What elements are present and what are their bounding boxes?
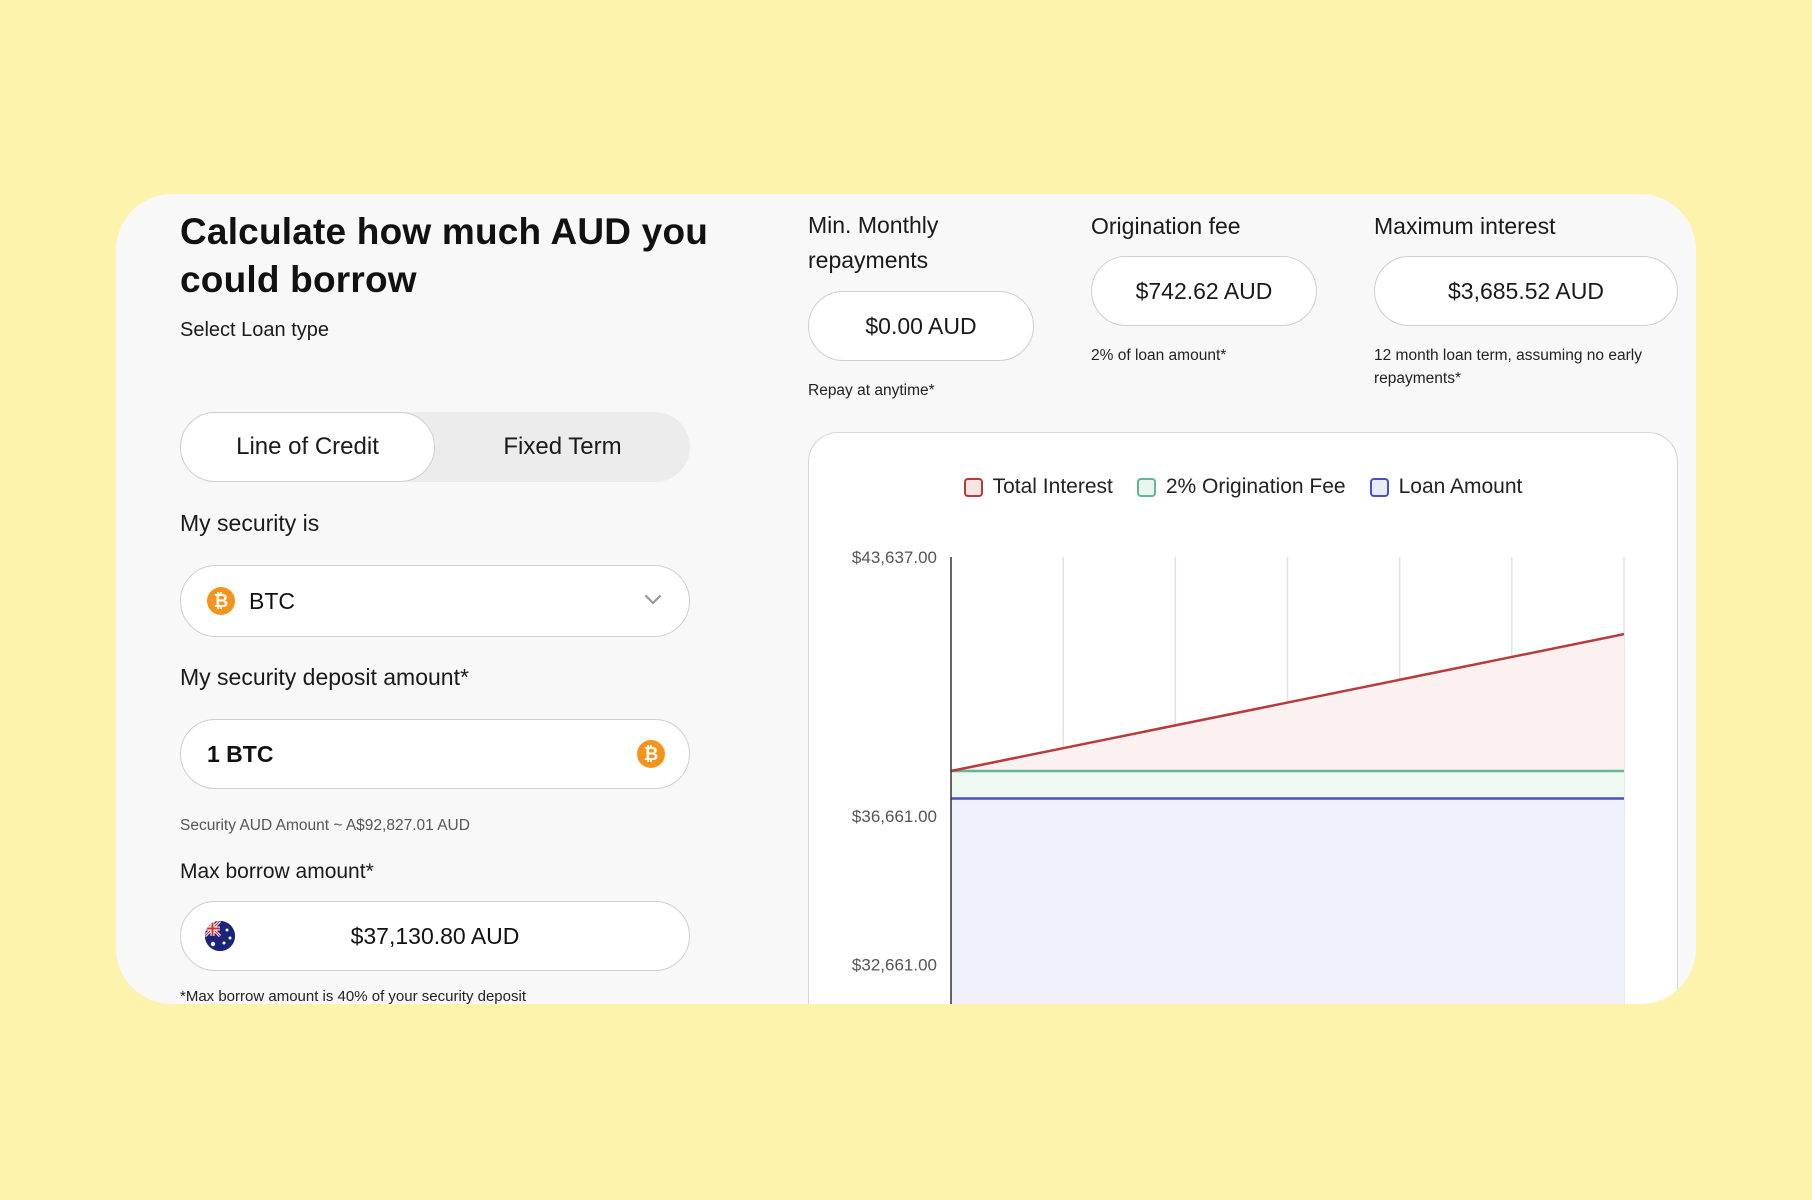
area-total-interest: [951, 634, 1624, 771]
legend-swatch-loan-amount: [1369, 477, 1389, 497]
maximum-interest-note: 12 month loan term, assuming no early re…: [1374, 347, 1642, 387]
max-borrow-value: $37,130.80 AUD: [350, 922, 520, 949]
max-borrow-label: Max borrow amount*: [180, 860, 374, 883]
y-tick-label: $36,661.00: [852, 807, 937, 826]
security-select-value: BTC: [249, 587, 295, 614]
y-tick-label: $43,637.00: [852, 548, 937, 567]
maximum-interest-label: Maximum interest: [1374, 213, 1556, 239]
maximum-interest-value: $3,685.52 AUD: [1374, 256, 1678, 326]
bitcoin-icon: ₿: [207, 587, 235, 615]
tab-fixed-term[interactable]: Fixed Term: [503, 433, 622, 460]
chevron-down-icon: [643, 592, 663, 611]
origination-fee-label: Origination fee: [1091, 213, 1241, 239]
max-borrow-input[interactable]: $37,130.80 AUD: [180, 901, 690, 971]
legend-origination-fee[interactable]: 2% Origination Fee: [1136, 475, 1346, 499]
bitcoin-icon: ₿: [637, 740, 665, 768]
monthly-repayments-value: $0.00 AUD: [808, 291, 1034, 361]
area-2-origination-fee: [951, 770, 1624, 799]
loan-type-label: Select Loan type: [180, 319, 329, 341]
loan-type-toggle: Line of Credit Fixed Term: [180, 412, 690, 482]
legend-label-origination-fee: 2% Origination Fee: [1165, 475, 1346, 498]
loan-chart: Total Interest 2% Origination Fee Loan A…: [808, 432, 1678, 1004]
origination-fee-value: $742.62 AUD: [1091, 256, 1317, 326]
loan-calculator-card: Calculate how much AUD you could borrow …: [116, 194, 1696, 1004]
legend-label-total-interest: Total Interest: [992, 475, 1113, 498]
legend-swatch-origination-fee: [1136, 477, 1156, 497]
deposit-amount-input[interactable]: 1 BTC ₿: [180, 719, 690, 789]
monthly-repayments-label: Min. Monthly repayments: [808, 212, 939, 273]
chart-plot: $43,637.00 $36,661.00 $32,661.00: [852, 548, 1625, 1004]
security-label: My security is: [180, 510, 320, 536]
security-select[interactable]: ₿ BTC: [180, 565, 690, 637]
legend-loan-amount[interactable]: Loan Amount: [1369, 475, 1523, 499]
security-aud-note: Security AUD Amount ~ A$92,827.01 AUD: [180, 817, 470, 834]
monthly-repayments-note: Repay at anytime*: [808, 382, 935, 399]
legend-swatch-total-interest: [963, 477, 983, 497]
tab-line-of-credit[interactable]: Line of Credit: [180, 412, 435, 482]
line-total-interest: [950, 632, 1625, 773]
legend-total-interest[interactable]: Total Interest: [963, 475, 1113, 499]
y-tick-label: $32,661.00: [852, 956, 937, 975]
legend-label-loan-amount: Loan Amount: [1398, 475, 1523, 498]
area-loan-amount: [951, 798, 1624, 1004]
deposit-amount-value: 1 BTC: [207, 740, 274, 767]
max-borrow-note: *Max borrow amount is 40% of your securi…: [180, 988, 526, 1004]
origination-fee-note: 2% of loan amount*: [1091, 347, 1227, 364]
australia-flag-icon: [205, 921, 235, 951]
deposit-label: My security deposit amount*: [180, 664, 469, 690]
page-title: Calculate how much AUD you could borrow: [180, 211, 709, 300]
chart-legend: Total Interest 2% Origination Fee Loan A…: [809, 475, 1677, 499]
